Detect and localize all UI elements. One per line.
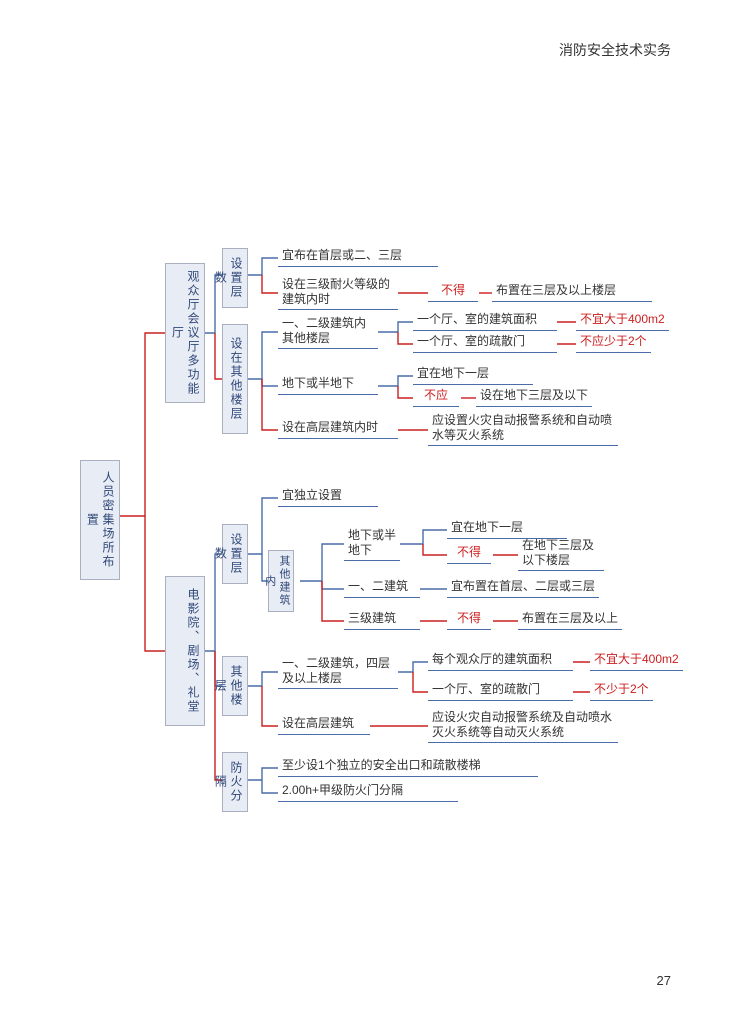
c2other-u-a: 宜在地下一层 [447, 520, 567, 539]
c2s2-r2-left: 设在高层建筑 [278, 716, 370, 735]
c1s2-r1-left: 一、二级建筑内其他楼层 [278, 316, 378, 349]
cat2-sub2: 其他楼层 [222, 656, 248, 716]
c1s2-r3-right: 应设置火灾自动报警系统和自动喷水等灭火系统 [428, 413, 618, 446]
c2s1-a: 宜独立设置 [278, 488, 378, 507]
c1s2-r1a-l: 一个厅、室的建筑面积 [413, 312, 557, 331]
cat1-sub1: 设置层数 [222, 248, 248, 308]
c2other-f12-r: 宜布置在首层、二层或三层 [447, 579, 599, 598]
c1s2-r1b-l: 一个厅、室的疏散门 [413, 334, 557, 353]
cat2-sub3: 防火分隔 [222, 752, 248, 812]
root-box: 人员密集场所布置 [80, 460, 120, 580]
c2s1-other: 其他建筑内 [268, 550, 294, 612]
c2other-f12-l: 一、二建筑 [344, 579, 420, 598]
c1s1-b-r1: 不得 [428, 283, 478, 302]
c2other-f3-l: 三级建筑 [344, 611, 420, 630]
c1s1-b-left: 设在三级耐火等级的建筑内时 [278, 277, 398, 310]
c2other-u-b-l: 不得 [447, 545, 491, 564]
c1s1-b-r2: 布置在三层及以上楼层 [492, 283, 652, 302]
c2other-u-b-r: 在地下三层及以下楼层 [518, 538, 604, 571]
c2other-f3-r2: 布置在三层及以上 [518, 611, 622, 630]
cat2-sub1: 设置层数 [222, 524, 248, 584]
c1s1-a: 宜布在首层或二、三层 [278, 248, 438, 267]
c1s2-r1b-r: 不应少于2个 [576, 334, 651, 353]
c2s2-r1a-r: 不宜大于400m2 [590, 652, 683, 671]
c2other-u-left: 地下或半地下 [344, 528, 400, 561]
c2s3-a: 至少设1个独立的安全出口和疏散楼梯 [278, 758, 538, 777]
cat1-box: 观众厅会议厅多功能厅 [165, 263, 205, 403]
c2s2-r1b-l: 一个厅、室的疏散门 [428, 682, 573, 701]
page-number: 27 [657, 973, 671, 988]
page-header: 消防安全技术实务 [559, 40, 671, 60]
c2s2-r1a-l: 每个观众厅的建筑面积 [428, 652, 573, 671]
c2s2-r1b-r: 不少于2个 [590, 682, 653, 701]
c1s2-r3-left: 设在高层建筑内时 [278, 420, 398, 439]
c1s2-r2a: 宜在地下一层 [413, 366, 533, 385]
c1s2-r1a-r: 不宜大于400m2 [576, 312, 669, 331]
c1s2-r2-left: 地下或半地下 [278, 376, 378, 395]
c1s2-r2b-r: 设在地下三层及以下 [476, 388, 592, 407]
cat1-sub2: 设在其他楼层 [222, 324, 248, 434]
c2s2-r1-left: 一、二级建筑，四层及以上楼层 [278, 656, 398, 689]
c2other-f3-r1: 不得 [447, 611, 491, 630]
c2s3-b: 2.00h+甲级防火门分隔 [278, 783, 458, 802]
c1s2-r2b-l: 不应 [413, 388, 459, 407]
cat2-box: 电影院、剧场、礼堂 [165, 576, 205, 726]
c2s2-r2-right: 应设火灾自动报警系统及自动喷水灭火系统等自动灭火系统 [428, 710, 618, 743]
